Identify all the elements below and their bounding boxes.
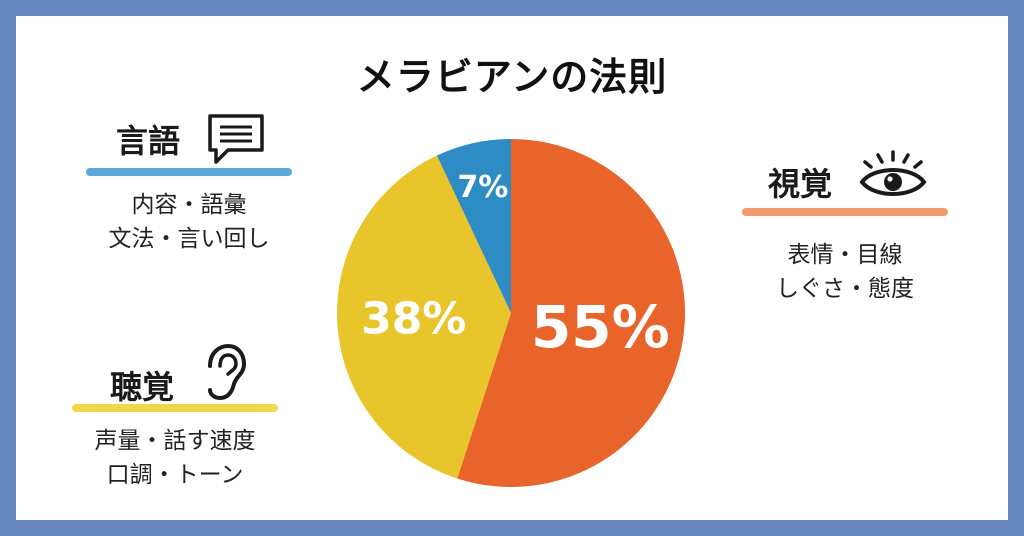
vocal-underline	[72, 404, 278, 412]
verbal-underline	[86, 168, 292, 176]
vocal-line-2: 口調・トーン	[106, 462, 244, 488]
vocal-description: 声量・話す速度 口調・トーン	[42, 424, 308, 492]
ear-icon	[208, 343, 247, 401]
vocal-title: 聴覚	[110, 368, 175, 406]
speech-bubble-icon	[208, 114, 264, 164]
pie-label-38: 38%	[361, 294, 466, 345]
visual-underline	[742, 208, 948, 216]
verbal-description: 内容・語彙 文法・言い回し	[56, 188, 322, 256]
verbal-title: 言語	[116, 122, 181, 160]
verbal-line-1: 内容・語彙	[131, 192, 247, 218]
page-title: メラビアンの法則	[356, 55, 668, 99]
visual-title: 視覚	[768, 165, 833, 203]
card: メラビアンの法則 言語 内容・語彙 文法・言い回し 聴覚 声量・話す速度 口調・…	[16, 16, 1008, 520]
visual-line-2: しぐさ・態度	[776, 276, 914, 302]
vocal-line-1: 声量・話す速度	[94, 428, 256, 454]
pie-slice-55	[457, 139, 686, 488]
pie-slice-38	[337, 155, 511, 479]
pie-slice-7	[436, 139, 511, 313]
eye-icon	[859, 150, 927, 196]
pie-label-7: 7%	[457, 170, 508, 205]
pie-label-55: 55%	[531, 293, 670, 361]
visual-description: 表情・目線 しぐさ・態度	[712, 238, 978, 306]
pie-chart: 55% 38% 7%	[337, 139, 686, 488]
visual-line-1: 表情・目線	[787, 242, 903, 268]
verbal-line-2: 文法・言い回し	[108, 226, 270, 252]
